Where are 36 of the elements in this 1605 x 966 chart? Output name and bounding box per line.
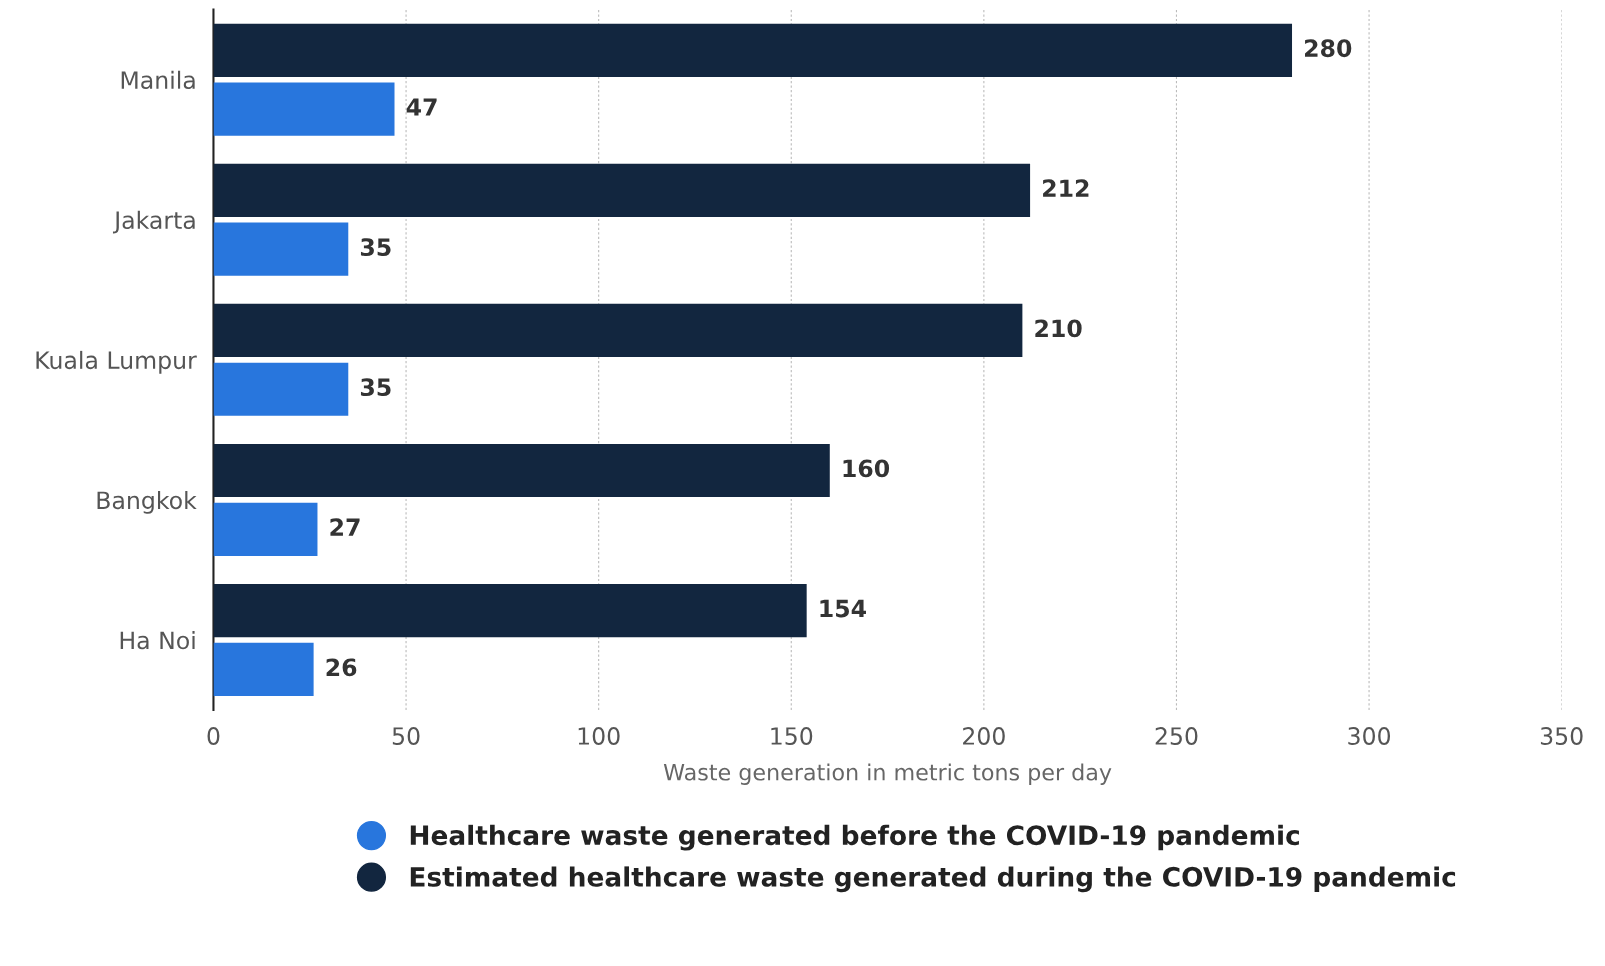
data-label: 154 — [820, 599, 866, 618]
bar — [213, 443, 830, 498]
x-tick-label: 350 — [1540, 727, 1583, 745]
y-tick-label: Ha Noi — [120, 631, 195, 650]
data-label: 212 — [1043, 179, 1089, 197]
data-label: 47 — [406, 98, 437, 116]
data-label: 160 — [843, 459, 890, 478]
x-tick-label: 300 — [1348, 727, 1391, 745]
y-tick-label: Manila — [121, 70, 195, 89]
x-tick-label: 100 — [578, 727, 620, 745]
y-tick-label: Jakarta — [112, 210, 195, 234]
bar — [213, 583, 807, 638]
data-label: 26 — [326, 658, 357, 677]
bar — [213, 82, 395, 136]
data-label: 280 — [1305, 39, 1352, 58]
data-label: 27 — [330, 518, 360, 536]
data-label: 35 — [360, 238, 391, 257]
bar — [213, 23, 1293, 77]
x-tick-label: 150 — [771, 727, 813, 745]
bar — [213, 642, 314, 696]
x-tick-label: 250 — [1155, 727, 1198, 745]
x-tick-label: 0 — [207, 727, 220, 745]
bar — [213, 303, 1023, 358]
data-label: 210 — [1035, 319, 1082, 338]
data-label: 35 — [360, 378, 391, 397]
bar — [213, 163, 1031, 217]
x-tick-label: 200 — [963, 727, 1005, 745]
x-tick-label: 50 — [392, 727, 420, 745]
legend-label: Estimated healthcare waste generated during the COVID-19 pandemic — [410, 866, 1456, 893]
y-tick-label: Kuala Lumpur — [36, 350, 197, 374]
bar — [213, 362, 349, 416]
y-tick-label: Bangkok — [97, 490, 197, 514]
legend-label: Healthcare waste generated before the COVID-19 pandemic — [410, 824, 1299, 851]
x-axis-title: Waste generation in metric tons per day — [663, 763, 1112, 785]
bar — [213, 502, 318, 556]
bar — [213, 222, 349, 276]
